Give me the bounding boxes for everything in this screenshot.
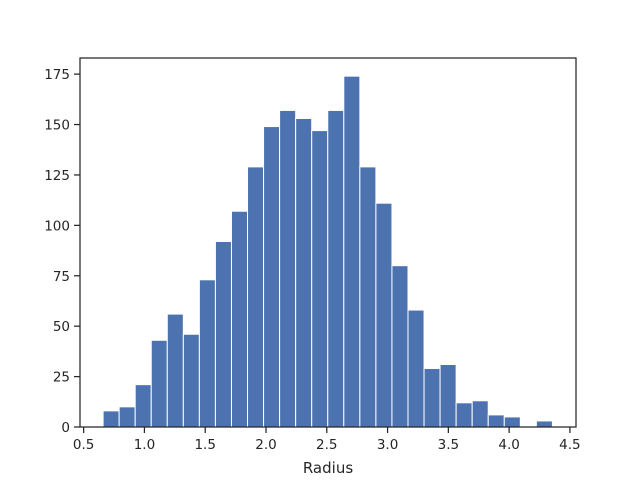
axes-frame [79, 57, 577, 428]
x-tick-label: 2.0 [255, 437, 276, 453]
histogram-bar [439, 363, 457, 428]
histogram-bar [102, 410, 120, 428]
x-tick-label: 1.0 [134, 437, 155, 453]
x-tick-label: 4.0 [498, 437, 519, 453]
histogram-bar [375, 202, 393, 428]
x-tick-label: 1.5 [194, 437, 215, 453]
y-axis-ticks: 0 25 50 75 100 125 150 175 [44, 67, 80, 436]
y-tick-label: 100 [44, 218, 70, 234]
histogram-bar [295, 117, 313, 428]
x-tick-label: 0.5 [73, 437, 94, 453]
histogram-bar [263, 126, 281, 428]
histogram-bars [102, 75, 553, 428]
histogram-bar [247, 166, 265, 428]
x-tick-label: 3.0 [377, 437, 398, 453]
histogram-bar [503, 416, 521, 428]
x-tick-label: 4.5 [559, 437, 580, 453]
histogram-bar [279, 109, 297, 428]
y-tick-label: 75 [53, 269, 70, 285]
histogram-bar [182, 333, 200, 428]
histogram-bar [407, 309, 425, 428]
histogram-bar [327, 109, 345, 428]
histogram-bar [150, 339, 168, 428]
x-tick-label: 3.5 [438, 437, 459, 453]
x-axis-ticks: 0.5 1.0 1.5 2.0 2.5 3.0 3.5 4.0 4.5 [73, 427, 581, 453]
y-tick-label: 125 [44, 168, 70, 184]
x-tick-label: 2.5 [316, 437, 337, 453]
histogram-bar [455, 402, 473, 428]
histogram-bar [230, 210, 249, 428]
y-tick-label: 0 [61, 420, 70, 436]
histogram-bar [311, 130, 329, 428]
histogram-bar [343, 75, 361, 428]
x-axis-label: Radius [303, 459, 353, 477]
y-tick-label: 25 [53, 370, 70, 386]
y-tick-label: 150 [44, 118, 70, 134]
histogram-bar [198, 279, 216, 428]
histogram-bar [487, 414, 505, 428]
y-tick-label: 50 [53, 319, 70, 335]
histogram-bar [471, 400, 489, 428]
histogram-bar [214, 240, 232, 428]
histogram-bar [166, 313, 184, 428]
histogram-bar [423, 368, 441, 428]
histogram-bar [118, 406, 136, 428]
histogram-bar [391, 265, 409, 428]
y-tick-label: 175 [44, 67, 70, 83]
histogram-bar [134, 384, 152, 428]
histogram-bar [535, 420, 553, 428]
histogram-bar [359, 166, 377, 428]
